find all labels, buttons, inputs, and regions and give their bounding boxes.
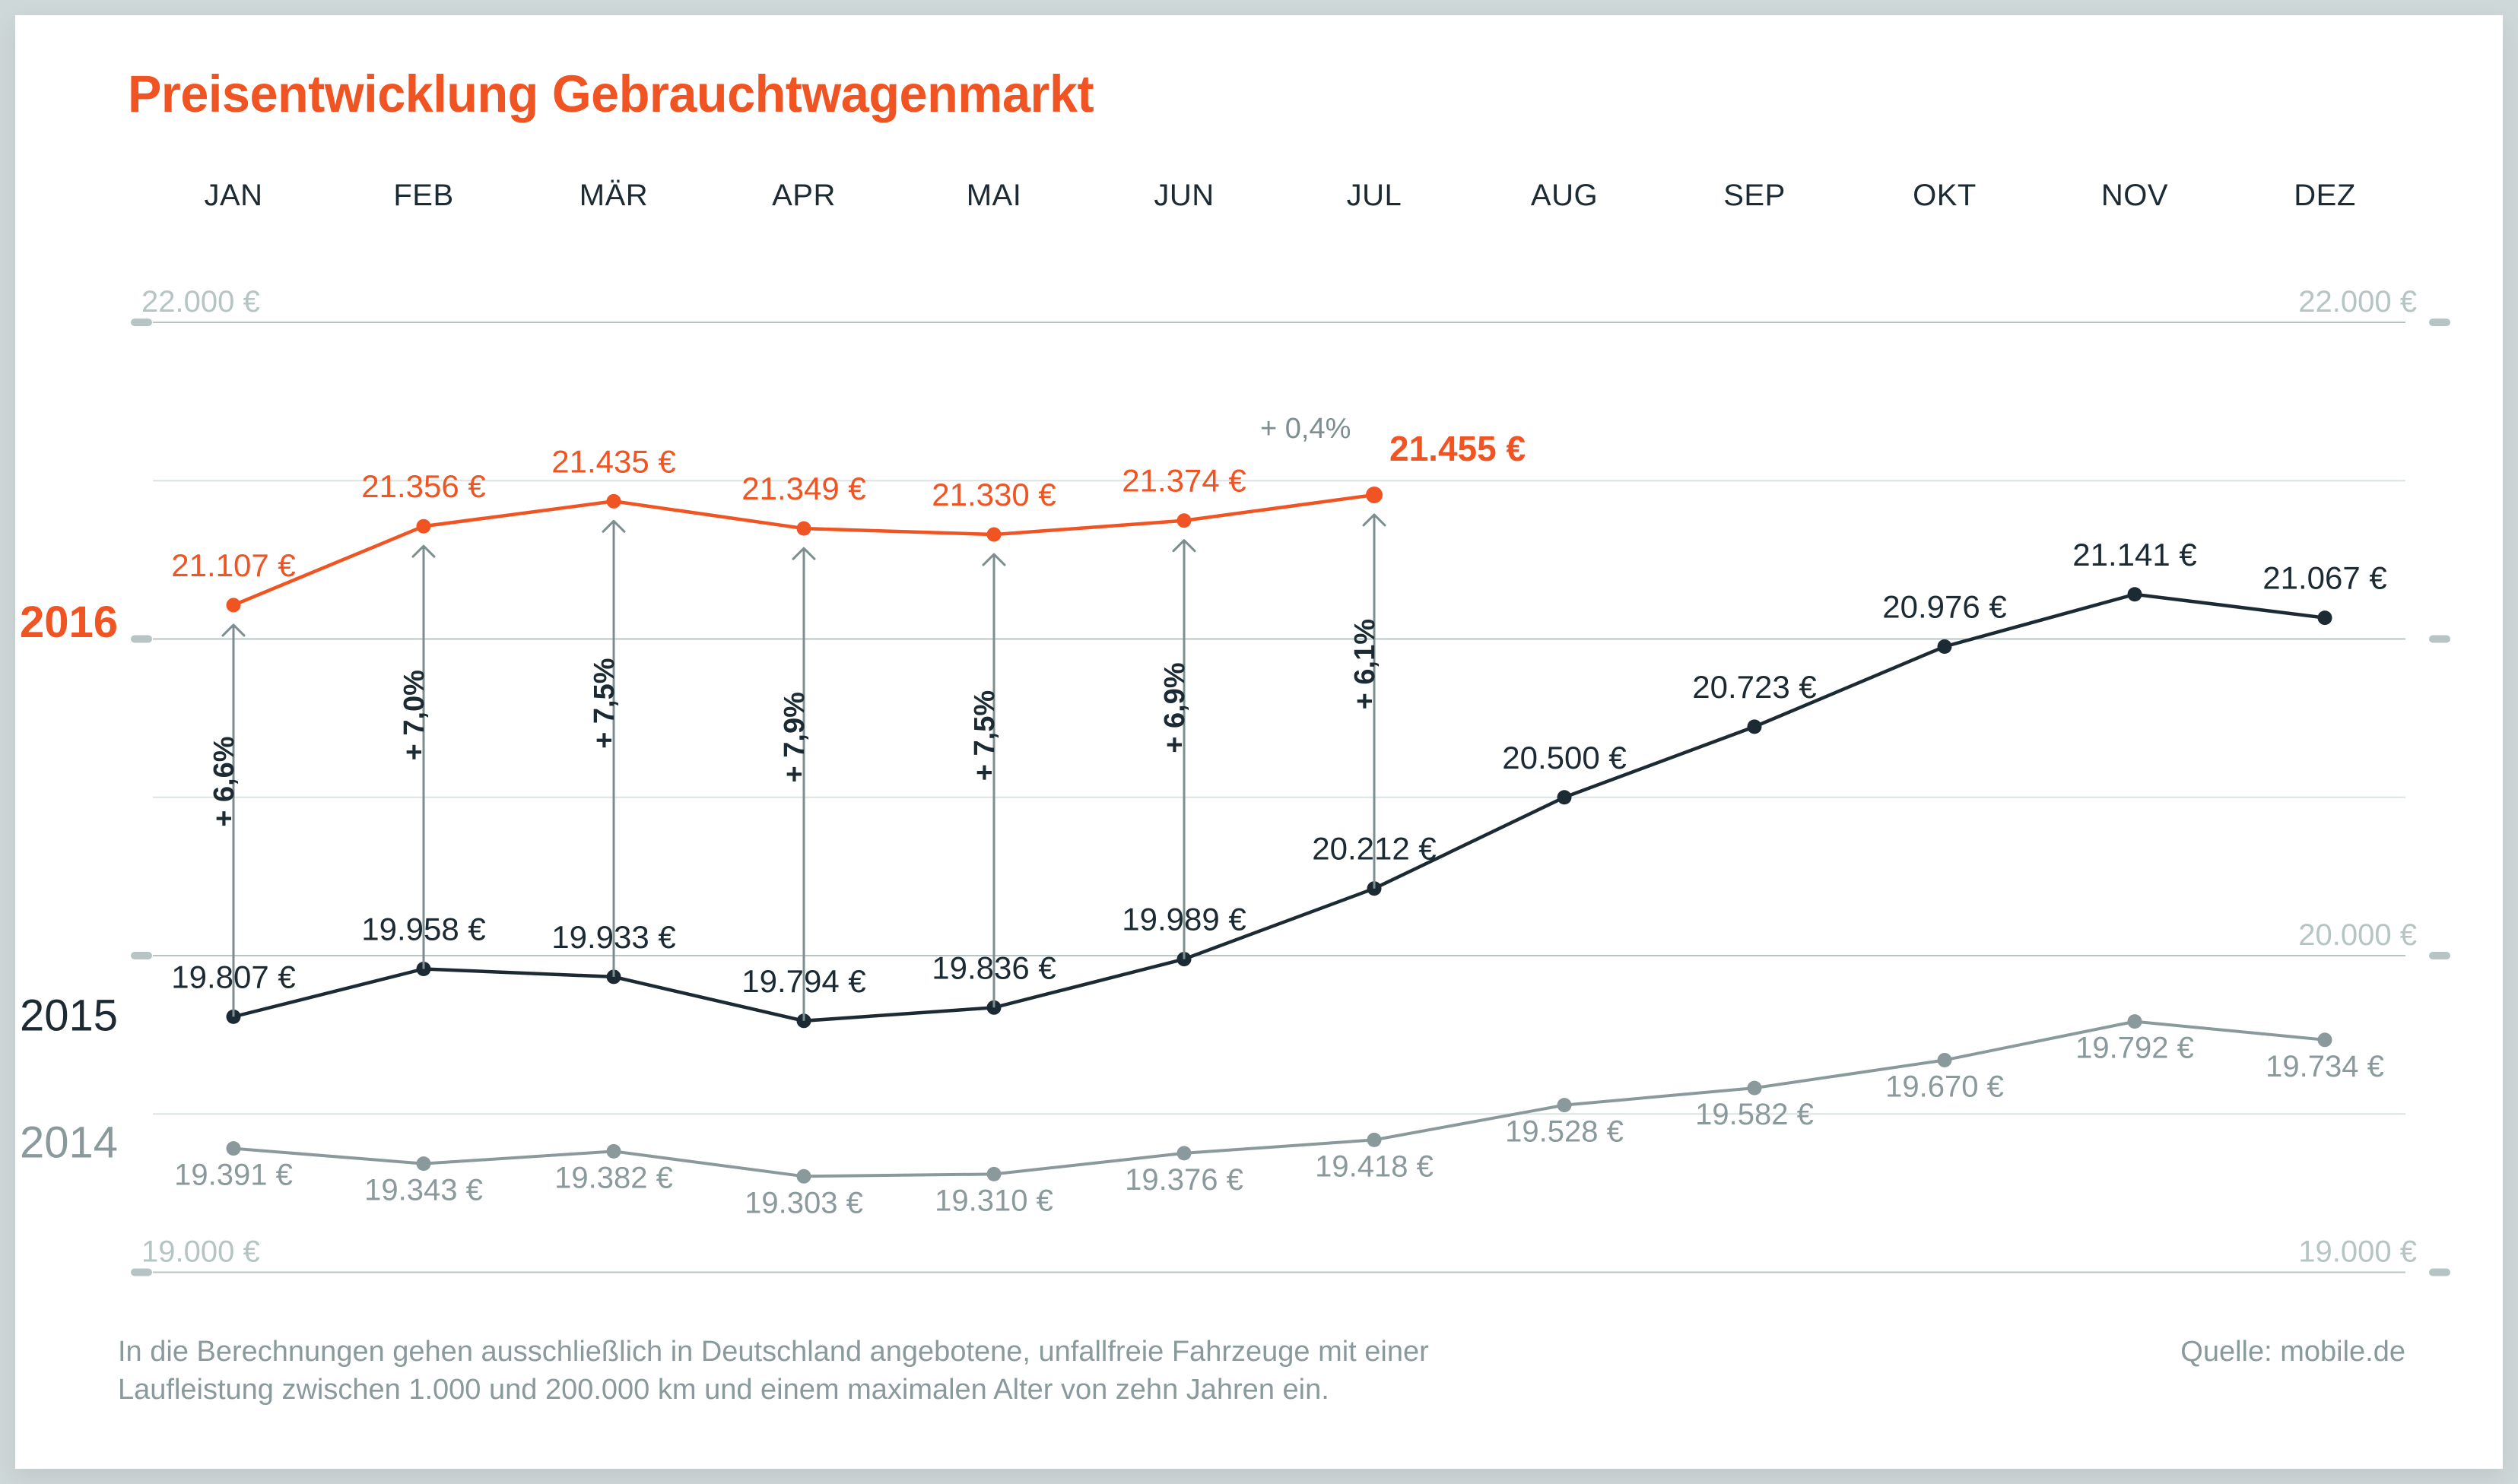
svg-text:MÄR: MÄR <box>579 179 648 212</box>
svg-text:21.356 €: 21.356 € <box>361 468 486 504</box>
svg-text:2014: 2014 <box>20 1118 118 1168</box>
svg-text:20.500 €: 20.500 € <box>1502 740 1627 775</box>
svg-text:21.349 €: 21.349 € <box>741 471 866 506</box>
svg-text:In die Berechnungen gehen auss: In die Berechnungen gehen ausschließlich… <box>118 1336 1429 1368</box>
svg-text:AUG: AUG <box>1531 179 1598 212</box>
svg-text:JUL: JUL <box>1347 179 1402 212</box>
svg-text:19.000 €: 19.000 € <box>141 1235 260 1269</box>
svg-text:19.528 €: 19.528 € <box>1505 1115 1624 1149</box>
svg-text:19.391 €: 19.391 € <box>174 1159 293 1192</box>
svg-text:21.141 €: 21.141 € <box>2072 537 2197 572</box>
svg-text:19.303 €: 19.303 € <box>745 1186 863 1219</box>
svg-text:+ 0,4%: + 0,4% <box>1260 413 1351 445</box>
svg-text:20.976 €: 20.976 € <box>1882 589 2007 625</box>
svg-text:20.723 €: 20.723 € <box>1692 669 1817 705</box>
svg-text:21.374 €: 21.374 € <box>1122 463 1246 499</box>
svg-text:20.000 €: 20.000 € <box>2298 918 2417 952</box>
svg-text:2016: 2016 <box>20 598 118 647</box>
svg-text:19.310 €: 19.310 € <box>935 1184 1053 1217</box>
svg-text:+ 6,9%: + 6,9% <box>1159 662 1191 753</box>
svg-text:Quelle: mobile.de: Quelle: mobile.de <box>2180 1336 2405 1368</box>
svg-text:FEB: FEB <box>393 179 453 212</box>
svg-text:+ 7,5%: + 7,5% <box>969 690 1001 781</box>
svg-text:19.734 €: 19.734 € <box>2266 1050 2384 1083</box>
svg-text:Preisentwicklung Gebrauchtwage: Preisentwicklung Gebrauchtwagenmarkt <box>128 65 1094 123</box>
svg-text:22.000 €: 22.000 € <box>141 285 260 319</box>
svg-text:22.000 €: 22.000 € <box>2298 285 2417 319</box>
svg-text:OKT: OKT <box>1913 179 1977 212</box>
svg-text:21.330 €: 21.330 € <box>932 477 1056 512</box>
svg-text:APR: APR <box>772 179 836 212</box>
svg-text:+ 7,9%: + 7,9% <box>779 692 811 782</box>
svg-text:MAI: MAI <box>967 179 1022 212</box>
svg-text:19.582 €: 19.582 € <box>1695 1098 1814 1131</box>
svg-text:JUN: JUN <box>1154 179 1214 212</box>
svg-text:21.107 €: 21.107 € <box>171 547 296 583</box>
svg-text:+ 6,1%: + 6,1% <box>1349 619 1381 709</box>
svg-text:19.343 €: 19.343 € <box>364 1174 483 1207</box>
svg-text:19.382 €: 19.382 € <box>554 1161 673 1194</box>
svg-text:2015: 2015 <box>20 991 118 1040</box>
svg-text:19.418 €: 19.418 € <box>1315 1149 1434 1183</box>
svg-text:19.376 €: 19.376 € <box>1125 1163 1243 1197</box>
svg-text:21.067 €: 21.067 € <box>2262 560 2387 596</box>
svg-text:21.455 €: 21.455 € <box>1389 429 1526 468</box>
svg-text:19.670 €: 19.670 € <box>1885 1070 2004 1103</box>
svg-text:19.792 €: 19.792 € <box>2075 1032 2194 1065</box>
svg-text:+ 7,5%: + 7,5% <box>589 658 621 748</box>
svg-text:+ 7,0%: + 7,0% <box>398 670 430 760</box>
svg-text:21.435 €: 21.435 € <box>551 443 676 479</box>
svg-text:+ 6,6%: + 6,6% <box>208 736 240 826</box>
svg-text:Laufleistung zwischen 1.000 un: Laufleistung zwischen 1.000 und 200.000 … <box>118 1374 1329 1406</box>
svg-text:NOV: NOV <box>2101 179 2168 212</box>
svg-text:JAN: JAN <box>204 179 262 212</box>
svg-text:19.000 €: 19.000 € <box>2298 1235 2417 1269</box>
svg-text:DEZ: DEZ <box>2294 179 2356 212</box>
svg-text:SEP: SEP <box>1723 179 1786 212</box>
